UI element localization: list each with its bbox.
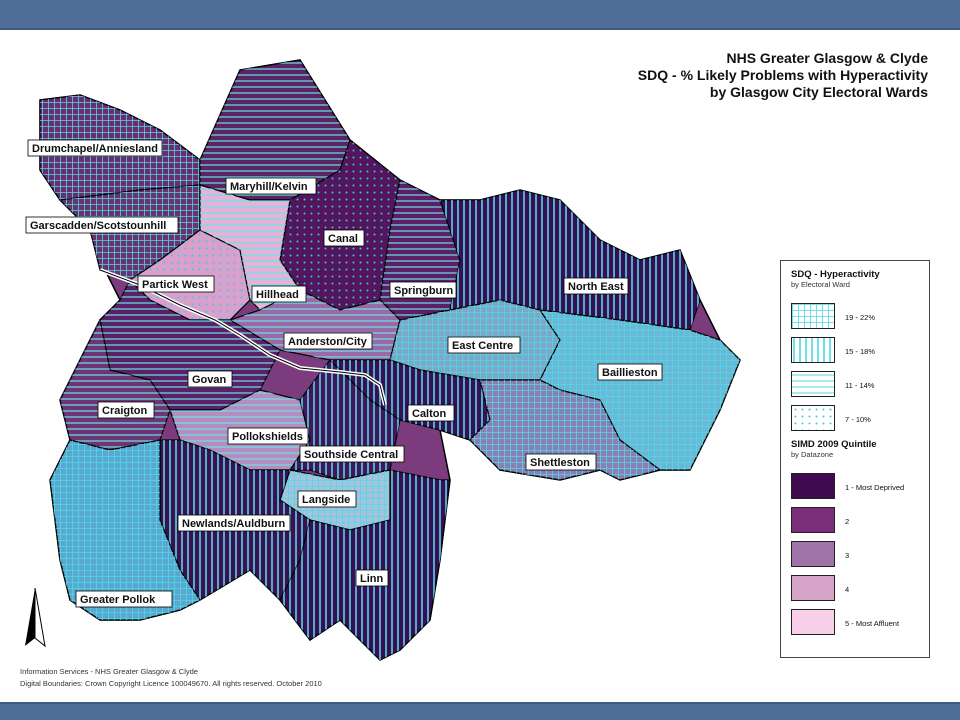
- ward-hillhead-hatch: [200, 185, 300, 310]
- label-partick: Partick West: [137, 275, 215, 293]
- map-title: NHS Greater Glasgow & Clyde SDQ - % Like…: [638, 50, 928, 101]
- label-garscadden: Garscadden/Scotstounhill: [25, 216, 179, 234]
- north-arrow-icon: [25, 588, 46, 648]
- footer-line-2: Digital Boundaries: Crown Copyright Lice…: [20, 679, 322, 688]
- label-hillhead: Hillhead: [251, 285, 307, 303]
- svg-text:Hillhead: Hillhead: [256, 289, 299, 301]
- legend-swatch-simd-3: [791, 541, 835, 567]
- label-southside: Southside Central: [299, 445, 405, 463]
- top-bar: [0, 0, 960, 30]
- label-langside: Langside: [297, 490, 357, 508]
- legend-label-simd-5: 5 - Most Affluent: [845, 619, 900, 628]
- ward-northeast-hatch: [440, 190, 700, 330]
- legend-swatch-sdq-2: [791, 337, 835, 363]
- label-newlands: Newlands/Auldburn: [177, 514, 291, 532]
- label-govan: Govan: [187, 370, 233, 388]
- legend-label-simd-1: 1 - Most Deprived: [845, 483, 905, 492]
- legend: SDQ - Hyperactivity by Electoral Ward 19…: [780, 260, 930, 658]
- label-northeast: North East: [563, 277, 629, 295]
- legend-label-simd-4: 4: [845, 585, 850, 594]
- legend-sdq-header: SDQ - Hyperactivity by Electoral Ward: [791, 269, 880, 289]
- ward-canal-hatch: [280, 140, 400, 310]
- svg-text:East Centre: East Centre: [452, 340, 513, 352]
- legend-sdq-title: SDQ - Hyperactivity: [791, 269, 880, 280]
- svg-text:Shettleston: Shettleston: [530, 457, 590, 469]
- title-line-1: NHS Greater Glasgow & Clyde: [726, 50, 928, 66]
- label-drumchapel: Drumchapel/Anniesland: [27, 139, 163, 157]
- legend-simd-subtitle: by Datazone: [791, 450, 834, 459]
- legend-label-sdq-2: 15 - 18%: [845, 347, 876, 356]
- label-eastcentre: East Centre: [447, 336, 521, 354]
- legend-label-sdq-1: 19 - 22%: [845, 313, 876, 322]
- title-line-2: SDQ - % Likely Problems with Hyperactivi…: [637, 67, 928, 83]
- svg-text:Drumchapel/Anniesland: Drumchapel/Anniesland: [32, 143, 158, 155]
- svg-text:Craigton: Craigton: [102, 405, 148, 417]
- label-shettleston: Shettleston: [525, 453, 597, 471]
- legend-swatch-simd-2: [791, 507, 835, 533]
- svg-text:Southside Central: Southside Central: [304, 449, 398, 461]
- label-baillieston: Baillieston: [597, 363, 663, 381]
- legend-swatch-simd-1: [791, 473, 835, 499]
- label-linn: Linn: [355, 569, 389, 587]
- legend-swatch-simd-5: [791, 609, 835, 635]
- ward-baillieston-hatch: [540, 310, 740, 470]
- svg-text:Baillieston: Baillieston: [602, 367, 658, 379]
- legend-simd-title: SIMD 2009 Quintile: [791, 439, 877, 450]
- label-greaterpollok: Greater Pollok: [75, 590, 173, 608]
- svg-text:Greater Pollok: Greater Pollok: [80, 594, 156, 606]
- ward-partick-hatch: [130, 230, 250, 320]
- svg-text:Govan: Govan: [192, 374, 227, 386]
- label-calton: Calton: [407, 404, 455, 422]
- svg-text:North East: North East: [568, 281, 624, 293]
- svg-text:Anderston/City: Anderston/City: [288, 336, 368, 348]
- ward-govan-hatch: [100, 280, 280, 410]
- label-springburn: Springburn: [389, 281, 457, 299]
- svg-text:Newlands/Auldburn: Newlands/Auldburn: [182, 518, 286, 530]
- legend-label-sdq-4: 7 - 10%: [845, 415, 871, 424]
- svg-text:Canal: Canal: [328, 233, 358, 245]
- bottom-bar: [0, 702, 960, 720]
- ward-greaterpollok-hatch: [50, 440, 200, 620]
- svg-text:Springburn: Springburn: [394, 285, 454, 297]
- ward-linn-hatch: [280, 470, 450, 660]
- svg-text:Maryhill/Kelvin: Maryhill/Kelvin: [230, 181, 308, 193]
- legend-label-sdq-3: 11 - 14%: [845, 381, 875, 390]
- label-pollokshields: Pollokshields: [227, 427, 309, 445]
- label-maryhill: Maryhill/Kelvin: [225, 177, 317, 195]
- legend-label-simd-3: 3: [845, 551, 850, 560]
- legend-label-simd-2: 2: [845, 517, 850, 526]
- svg-text:Partick West: Partick West: [142, 279, 208, 291]
- legend-sdq-subtitle: by Electoral Ward: [791, 280, 850, 289]
- svg-text:Calton: Calton: [412, 408, 447, 420]
- ward-shettleston-hatch: [470, 380, 660, 480]
- svg-text:Pollokshields: Pollokshields: [232, 431, 303, 443]
- svg-text:Langside: Langside: [302, 494, 350, 506]
- legend-swatch-sdq-3: [791, 371, 835, 397]
- legend-swatch-simd-4: [791, 575, 835, 601]
- label-anderston: Anderston/City: [283, 332, 373, 350]
- label-craigton: Craigton: [97, 401, 155, 419]
- ward-maryhill-hatch: [200, 60, 350, 200]
- legend-swatch-sdq-1: [791, 303, 835, 329]
- footer-credits: Information Services - NHS Greater Glasg…: [20, 666, 322, 690]
- svg-text:Garscadden/Scotstounhill: Garscadden/Scotstounhill: [30, 220, 166, 232]
- legend-simd-header: SIMD 2009 Quintile by Datazone: [791, 439, 877, 459]
- legend-swatch-sdq-4: [791, 405, 835, 431]
- svg-text:Linn: Linn: [360, 573, 383, 585]
- footer-line-1: Information Services - NHS Greater Glasg…: [20, 667, 198, 676]
- title-line-3: by Glasgow City Electoral Wards: [709, 84, 928, 100]
- label-canal: Canal: [323, 229, 365, 247]
